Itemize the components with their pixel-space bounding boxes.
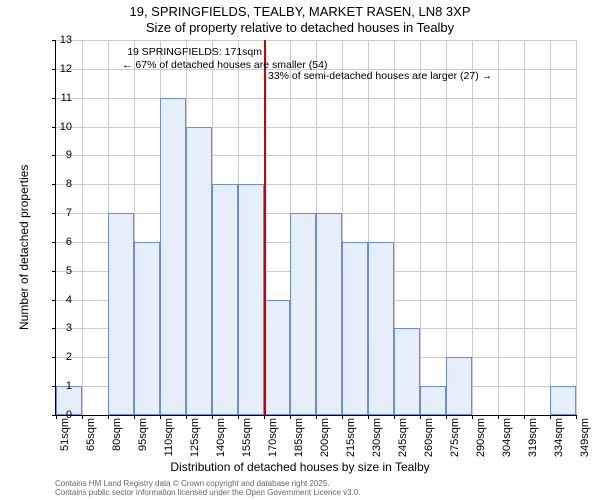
xtick-label: 319sqm bbox=[527, 418, 539, 457]
xtick-mark bbox=[472, 415, 473, 419]
histogram-bar bbox=[550, 386, 576, 415]
xtick-label: 155sqm bbox=[241, 418, 253, 457]
xtick-label: 230sqm bbox=[371, 418, 383, 457]
xtick-mark bbox=[342, 415, 343, 419]
histogram-bar bbox=[108, 213, 134, 415]
xtick-label: 304sqm bbox=[501, 418, 513, 457]
xtick-mark bbox=[186, 415, 187, 419]
xtick-mark bbox=[524, 415, 525, 419]
ytick-label: 2 bbox=[52, 351, 72, 363]
ytick-label: 3 bbox=[52, 322, 72, 334]
gridline-v bbox=[576, 40, 577, 415]
xtick-mark bbox=[550, 415, 551, 419]
gridline-v bbox=[472, 40, 473, 415]
ytick-label: 12 bbox=[52, 63, 72, 75]
gridline-v bbox=[498, 40, 499, 415]
xtick-label: 51sqm bbox=[59, 418, 71, 451]
chart-title-sub: Size of property relative to detached ho… bbox=[0, 20, 600, 35]
footer-attribution: Contains HM Land Registry data © Crown c… bbox=[55, 480, 361, 498]
xtick-mark bbox=[212, 415, 213, 419]
x-axis-label: Distribution of detached houses by size … bbox=[0, 460, 600, 474]
xtick-mark bbox=[498, 415, 499, 419]
xtick-label: 200sqm bbox=[319, 418, 331, 457]
xtick-mark bbox=[82, 415, 83, 419]
footer-line-2: Contains public sector information licen… bbox=[55, 489, 361, 498]
histogram-bar bbox=[160, 98, 186, 415]
gridline-v bbox=[524, 40, 525, 415]
chart-title-main: 19, SPRINGFIELDS, TEALBY, MARKET RASEN, … bbox=[0, 4, 600, 19]
xtick-label: 245sqm bbox=[397, 418, 409, 457]
histogram-bar bbox=[368, 242, 394, 415]
ytick-label: 7 bbox=[52, 207, 72, 219]
xtick-mark bbox=[108, 415, 109, 419]
xtick-mark bbox=[420, 415, 421, 419]
histogram-bar bbox=[394, 328, 420, 415]
gridline-v bbox=[420, 40, 421, 415]
ytick-label: 6 bbox=[52, 236, 72, 248]
reference-line bbox=[264, 40, 266, 415]
xtick-label: 334sqm bbox=[553, 418, 565, 457]
ytick-label: 4 bbox=[52, 294, 72, 306]
histogram-bar bbox=[446, 357, 472, 415]
ytick-label: 8 bbox=[52, 178, 72, 190]
annotation-property: 19 SPRINGFIELDS: 171sqm bbox=[122, 46, 262, 59]
xtick-label: 290sqm bbox=[475, 418, 487, 457]
gridline-v bbox=[82, 40, 83, 415]
xtick-label: 140sqm bbox=[215, 418, 227, 457]
xtick-label: 65sqm bbox=[85, 418, 97, 451]
histogram-bar bbox=[264, 300, 290, 415]
xtick-mark bbox=[160, 415, 161, 419]
xtick-mark bbox=[290, 415, 291, 419]
xtick-mark bbox=[446, 415, 447, 419]
ytick-label: 5 bbox=[52, 265, 72, 277]
xtick-mark bbox=[316, 415, 317, 419]
histogram-bar bbox=[238, 184, 264, 415]
ytick-label: 9 bbox=[52, 149, 72, 161]
annotation-left: 19 SPRINGFIELDS: 171sqm← 67% of detached… bbox=[122, 46, 262, 71]
ytick-label: 11 bbox=[52, 92, 72, 104]
histogram-bar bbox=[342, 242, 368, 415]
xtick-label: 215sqm bbox=[345, 418, 357, 457]
plot-area: 19 SPRINGFIELDS: 171sqm← 67% of detached… bbox=[55, 40, 576, 416]
histogram-bar bbox=[290, 213, 316, 415]
xtick-label: 185sqm bbox=[293, 418, 305, 457]
xtick-mark bbox=[264, 415, 265, 419]
xtick-mark bbox=[394, 415, 395, 419]
chart-container: 19, SPRINGFIELDS, TEALBY, MARKET RASEN, … bbox=[0, 0, 600, 500]
histogram-bar bbox=[420, 386, 446, 415]
xtick-label: 275sqm bbox=[449, 418, 461, 457]
histogram-bar bbox=[212, 184, 238, 415]
histogram-bar bbox=[186, 127, 212, 415]
gridline-v bbox=[550, 40, 551, 415]
histogram-bar bbox=[134, 242, 160, 415]
xtick-label: 349sqm bbox=[579, 418, 591, 457]
annotation-smaller: ← 67% of detached houses are smaller (54… bbox=[122, 59, 262, 72]
ytick-label: 1 bbox=[52, 380, 72, 392]
ytick-label: 13 bbox=[52, 34, 72, 46]
xtick-label: 125sqm bbox=[189, 418, 201, 457]
ytick-label: 10 bbox=[52, 121, 72, 133]
xtick-mark bbox=[134, 415, 135, 419]
xtick-label: 80sqm bbox=[111, 418, 123, 451]
xtick-label: 95sqm bbox=[137, 418, 149, 451]
xtick-mark bbox=[368, 415, 369, 419]
y-axis-label: Number of detached properties bbox=[17, 165, 31, 330]
xtick-label: 110sqm bbox=[163, 418, 175, 456]
xtick-label: 170sqm bbox=[267, 418, 279, 457]
xtick-label: 260sqm bbox=[423, 418, 435, 457]
xtick-mark bbox=[238, 415, 239, 419]
annotation-larger: 33% of semi-detached houses are larger (… bbox=[268, 70, 492, 83]
histogram-bar bbox=[316, 213, 342, 415]
xtick-mark bbox=[576, 415, 577, 419]
